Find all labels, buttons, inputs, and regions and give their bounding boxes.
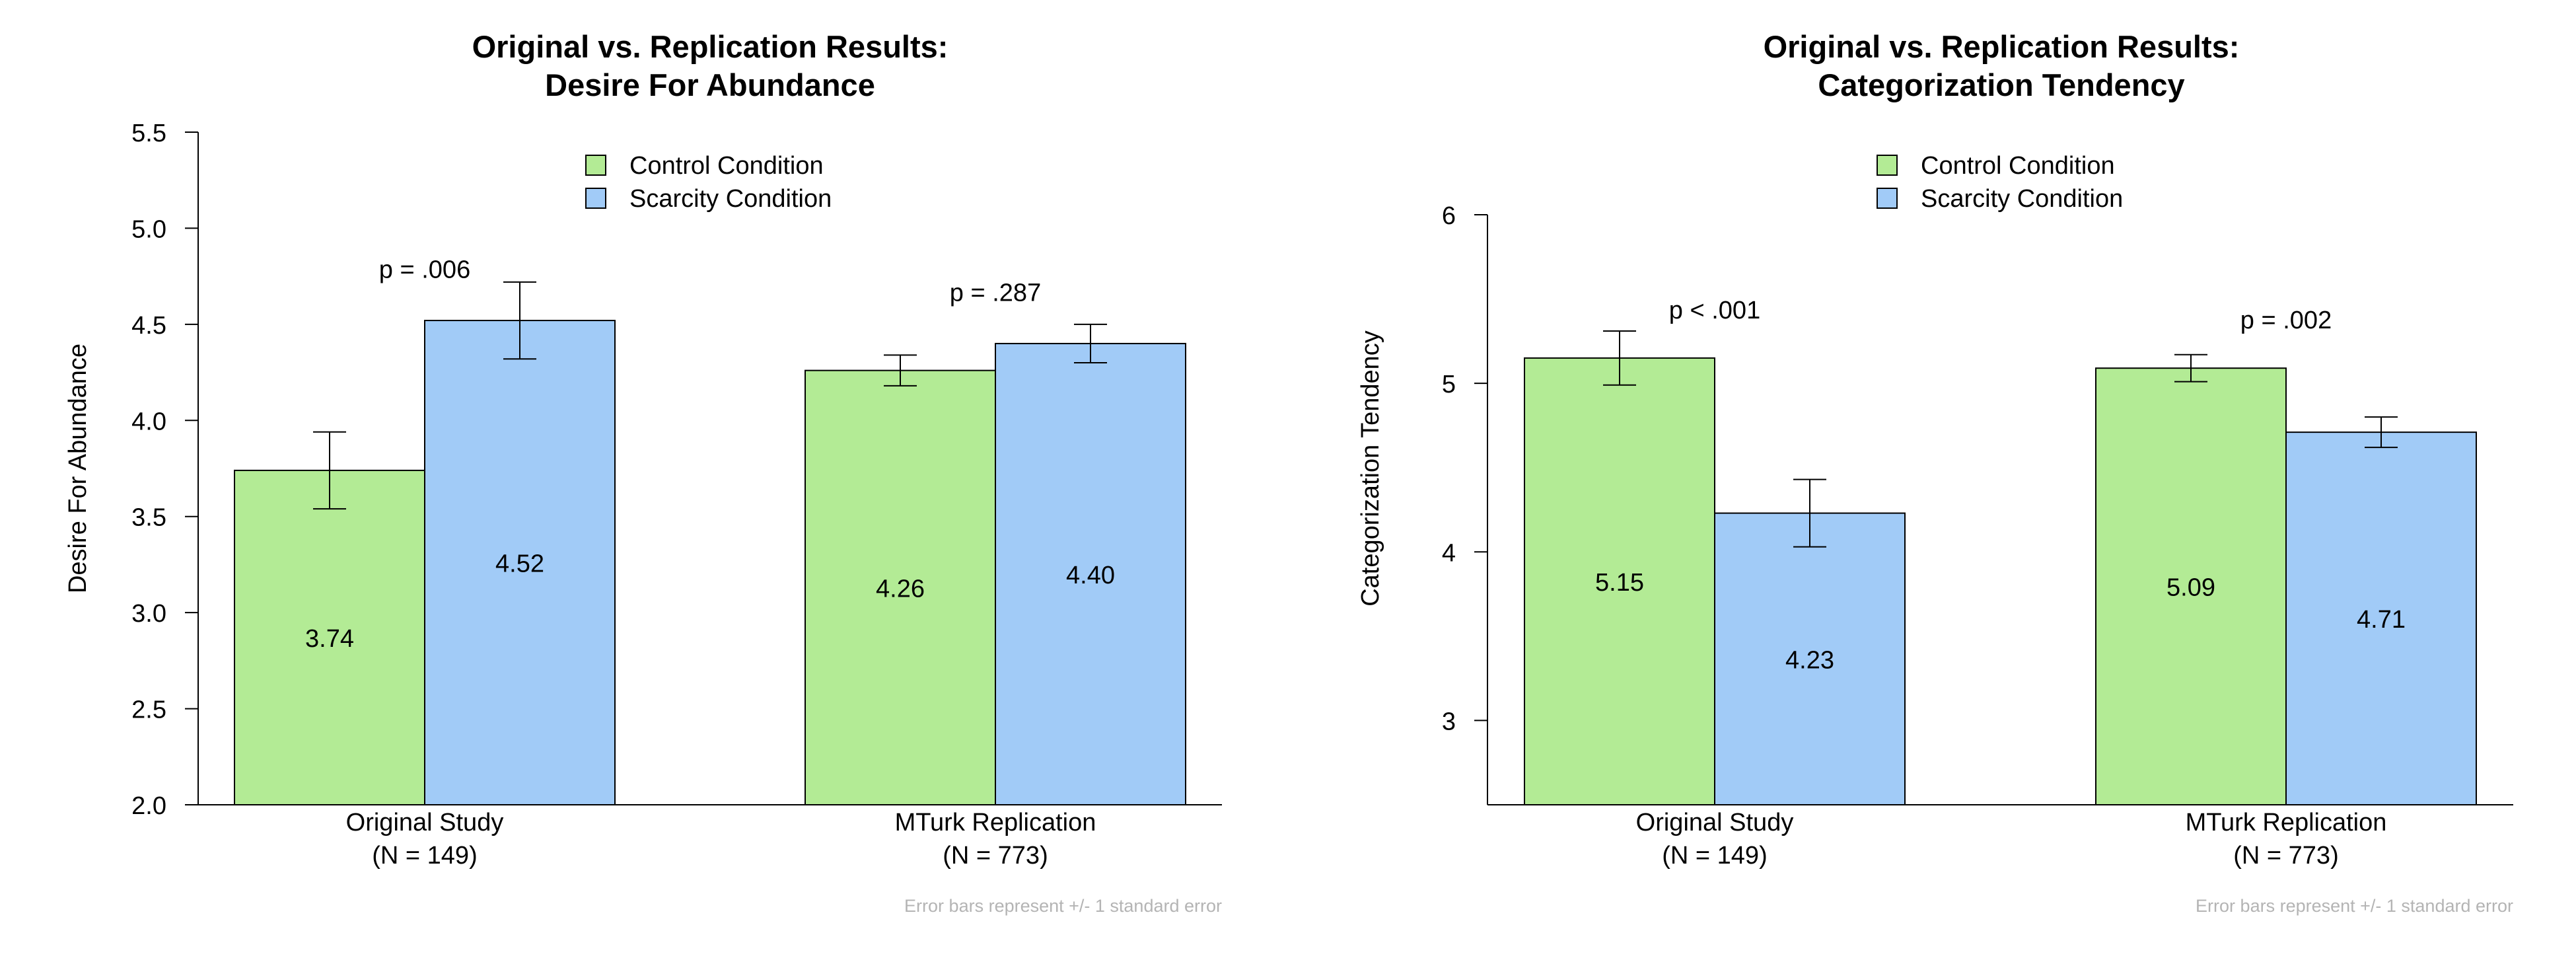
- legend-label: Scarcity Condition: [1921, 185, 2123, 213]
- chart-panel-categorization-tendency: Original vs. Replication Results:Categor…: [1357, 29, 2513, 916]
- legend-label: Control Condition: [629, 152, 824, 180]
- p-value-label: p = .287: [950, 279, 1041, 307]
- p-value-label: p = .002: [2240, 307, 2332, 334]
- chart-title: Original vs. Replication Results:: [472, 29, 948, 64]
- y-tick-label: 5: [1442, 371, 1456, 398]
- bar-scarcity: [1714, 512, 1906, 805]
- x-category-n-label: (N = 149): [1662, 842, 1767, 870]
- x-category-label: MTurk Replication: [2186, 809, 2387, 836]
- x-category-n-label: (N = 773): [943, 842, 1048, 870]
- bar-scarcity: [2285, 431, 2477, 805]
- x-category-label: Original Study: [346, 809, 504, 836]
- y-tick-label: 3: [1442, 708, 1456, 735]
- legend-label: Scarcity Condition: [629, 185, 832, 213]
- bar-value-label: 4.40: [1066, 562, 1115, 589]
- bar-control: [805, 369, 996, 805]
- p-value-label: p < .001: [1669, 297, 1760, 324]
- bar-control: [234, 469, 425, 805]
- legend-swatch-control: [585, 155, 606, 176]
- bar-value-label: 4.52: [495, 550, 544, 578]
- y-tick-label: 3.5: [131, 504, 166, 532]
- bar-scarcity: [995, 342, 1186, 805]
- y-axis-title: Desire For Abundance: [64, 344, 92, 593]
- x-category-n-label: (N = 773): [2233, 842, 2338, 870]
- footnote: Error bars represent +/- 1 standard erro…: [904, 896, 1222, 916]
- chart-subtitle: Categorization Tendency: [1818, 67, 2184, 102]
- chart-title: Original vs. Replication Results:: [1764, 29, 2240, 64]
- x-category-label: MTurk Replication: [895, 809, 1096, 836]
- y-tick-label: 6: [1442, 202, 1456, 230]
- y-axis-title: Categorization Tendency: [1357, 330, 1384, 607]
- y-tick-label: 5.0: [131, 215, 166, 243]
- legend-swatch-scarcity: [585, 188, 606, 209]
- bar-value-label: 4.26: [876, 575, 925, 603]
- chart-panel-desire-for-abundance: Original vs. Replication Results:Desire …: [64, 29, 1222, 916]
- bar-value-label: 3.74: [305, 625, 354, 653]
- footnote: Error bars represent +/- 1 standard erro…: [2196, 896, 2513, 916]
- bar-value-label: 4.71: [2357, 606, 2406, 634]
- legend-label: Control Condition: [1921, 152, 2115, 180]
- chart-subtitle: Desire For Abundance: [545, 67, 875, 102]
- x-category-n-label: (N = 149): [372, 842, 477, 870]
- bar-value-label: 5.15: [1595, 569, 1644, 597]
- y-tick-label: 5.5: [131, 120, 166, 147]
- y-tick-label: 4.5: [131, 312, 166, 340]
- legend-swatch-scarcity: [1877, 188, 1898, 209]
- y-tick-label: 2.0: [131, 792, 166, 820]
- p-value-label: p = .006: [379, 256, 470, 284]
- bar-value-label: 5.09: [2166, 574, 2215, 602]
- x-category-label: Original Study: [1636, 809, 1794, 836]
- y-tick-label: 4: [1442, 539, 1456, 567]
- y-tick-label: 3.0: [131, 600, 166, 628]
- y-tick-label: 4.0: [131, 408, 166, 435]
- y-tick-label: 2.5: [131, 696, 166, 724]
- bar-value-label: 4.23: [1785, 646, 1834, 674]
- legend-swatch-control: [1877, 155, 1898, 176]
